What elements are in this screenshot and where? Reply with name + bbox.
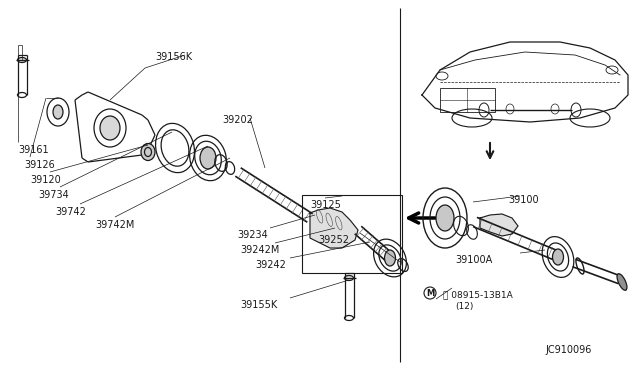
Text: 39742M: 39742M xyxy=(95,220,134,230)
Text: 39120: 39120 xyxy=(30,175,61,185)
Ellipse shape xyxy=(617,274,627,290)
Ellipse shape xyxy=(385,250,396,266)
Polygon shape xyxy=(310,208,358,248)
Text: 39742: 39742 xyxy=(55,207,86,217)
Ellipse shape xyxy=(200,147,216,169)
Ellipse shape xyxy=(436,205,454,231)
Text: 39242: 39242 xyxy=(255,260,286,270)
Text: 39125: 39125 xyxy=(310,200,341,210)
Bar xyxy=(302,195,402,273)
Text: JC910096: JC910096 xyxy=(545,345,591,355)
Text: 39252: 39252 xyxy=(318,235,349,245)
Text: 39126: 39126 xyxy=(24,160,55,170)
Ellipse shape xyxy=(100,116,120,140)
Text: 39161: 39161 xyxy=(18,145,49,155)
Text: 39100A: 39100A xyxy=(455,255,492,265)
Ellipse shape xyxy=(344,276,353,280)
Bar xyxy=(440,88,495,112)
Text: 39100: 39100 xyxy=(508,195,539,205)
Text: 39234: 39234 xyxy=(237,230,268,240)
Ellipse shape xyxy=(17,58,26,62)
Ellipse shape xyxy=(552,249,563,265)
Text: M: M xyxy=(426,289,434,298)
Polygon shape xyxy=(480,214,518,236)
Text: 39734: 39734 xyxy=(38,190,68,200)
Ellipse shape xyxy=(141,144,155,160)
Text: 39156K: 39156K xyxy=(155,52,192,62)
Text: 39202: 39202 xyxy=(222,115,253,125)
Text: Ⓜ 08915-13B1A: Ⓜ 08915-13B1A xyxy=(443,290,513,299)
Text: 39242M: 39242M xyxy=(240,245,280,255)
Text: 39155K: 39155K xyxy=(240,300,277,310)
Ellipse shape xyxy=(53,105,63,119)
Text: (12): (12) xyxy=(455,302,474,311)
